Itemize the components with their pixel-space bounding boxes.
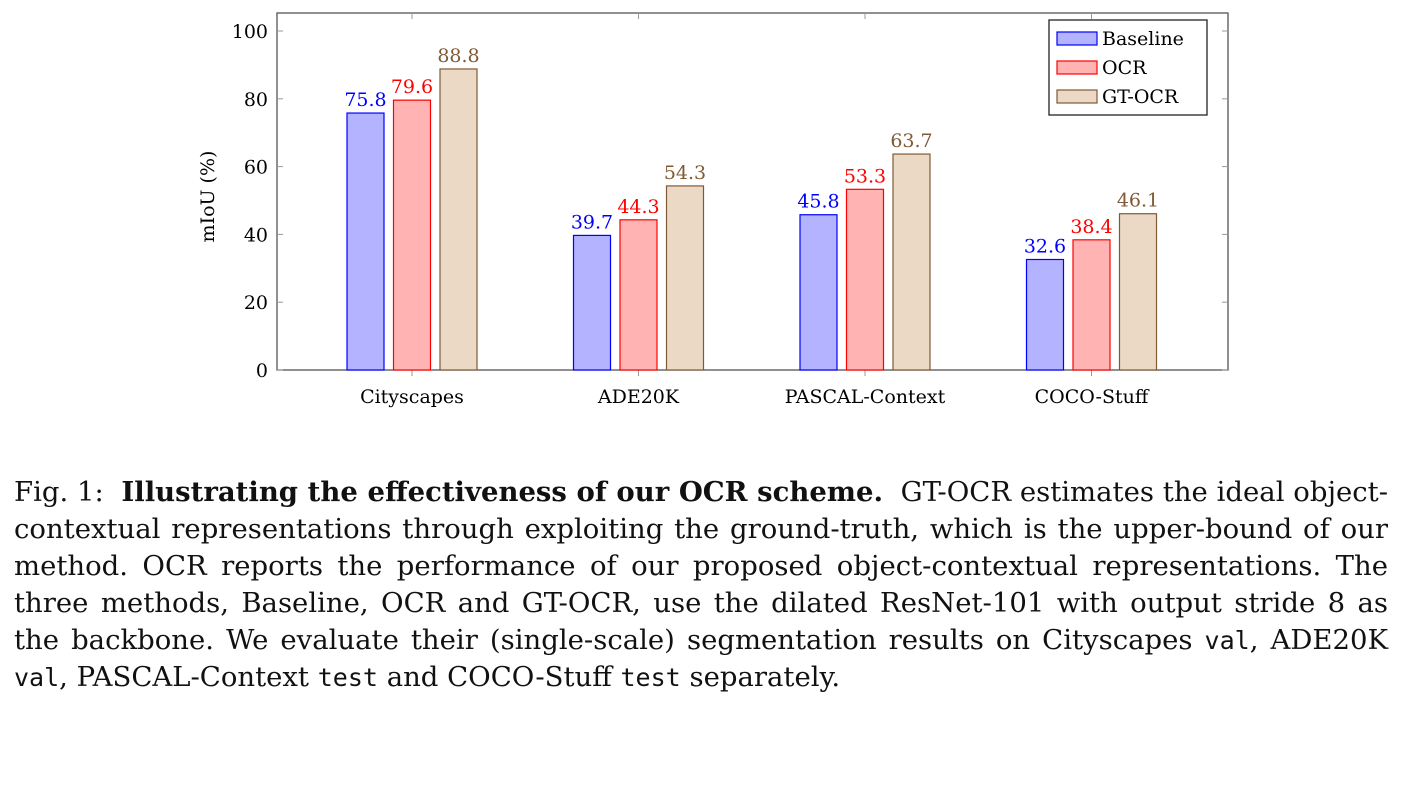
y-tick-label: 0	[256, 360, 268, 382]
bar-ocr	[392, 99, 432, 371]
x-tick-label: PASCAL-Context	[785, 386, 946, 408]
caption-title: Illustrating the effectiveness of our OC…	[121, 476, 884, 508]
caption-text: , ADE20K	[1249, 624, 1388, 656]
bar-baseline	[572, 234, 612, 371]
data-label: 38.4	[1070, 216, 1112, 238]
data-label: 53.3	[844, 165, 886, 187]
bar-gt-ocr	[665, 185, 705, 371]
bar-ocr	[1072, 239, 1111, 371]
bar-chart: 0 20 40 60 80 100 mIoU (%) Cityscapes 75.879.688…	[197, 12, 1229, 408]
caption-code: val	[1204, 626, 1250, 655]
y-tick-label: 100	[232, 21, 268, 43]
caption-code: test	[620, 663, 681, 692]
data-label: 45.8	[797, 191, 839, 213]
bar-baseline	[799, 214, 838, 371]
caption-text: separately.	[689, 661, 841, 693]
data-label: 79.6	[391, 76, 433, 98]
data-label: 54.3	[664, 162, 706, 184]
data-label: 44.3	[617, 196, 659, 218]
caption-text: and COCO-Stuff	[386, 661, 612, 693]
bar-ocr	[845, 188, 885, 371]
data-label: 88.8	[437, 45, 479, 67]
legend-label: GT-OCR	[1102, 86, 1179, 108]
legend-swatch-gt-ocr	[1056, 89, 1098, 104]
caption-text: , PASCAL-Context	[59, 661, 309, 693]
bar-gt-ocr	[1118, 213, 1158, 371]
bar-baseline	[1025, 258, 1065, 371]
data-label: 46.1	[1117, 190, 1159, 212]
x-tick-label: ADE20K	[597, 386, 680, 408]
caption-text: GT-OCR estimates the ideal object-contex…	[14, 476, 1389, 656]
legend-swatch-baseline	[1056, 31, 1098, 46]
caption-label: Fig. 1:	[14, 476, 104, 508]
y-tick-label: 80	[244, 89, 268, 111]
data-label: 39.7	[571, 211, 613, 233]
bar-baseline	[346, 112, 385, 371]
figure-caption: Fig. 1: Illustrating the effectiveness o…	[14, 474, 1388, 696]
y-tick-label: 20	[244, 292, 268, 314]
caption-code: test	[317, 663, 378, 692]
y-axis-label: mIoU (%)	[197, 151, 219, 243]
plot-frame	[276, 12, 1229, 371]
y-tick-label: 60	[244, 157, 268, 179]
bar-gt-ocr	[892, 153, 931, 371]
legend-label: Baseline	[1102, 28, 1184, 50]
caption-code: val	[14, 663, 60, 692]
legend-swatch-ocr	[1056, 60, 1098, 75]
data-label: 32.6	[1024, 235, 1066, 257]
bar-ocr	[619, 219, 658, 371]
x-tick-label: Cityscapes	[360, 386, 464, 408]
data-label: 63.7	[890, 130, 932, 152]
y-tick-label: 40	[244, 224, 268, 246]
data-label: 75.8	[344, 89, 386, 111]
x-tick-label: COCO-Stuff	[1035, 386, 1150, 408]
bar-gt-ocr	[439, 68, 478, 371]
legend-label: OCR	[1102, 57, 1147, 79]
